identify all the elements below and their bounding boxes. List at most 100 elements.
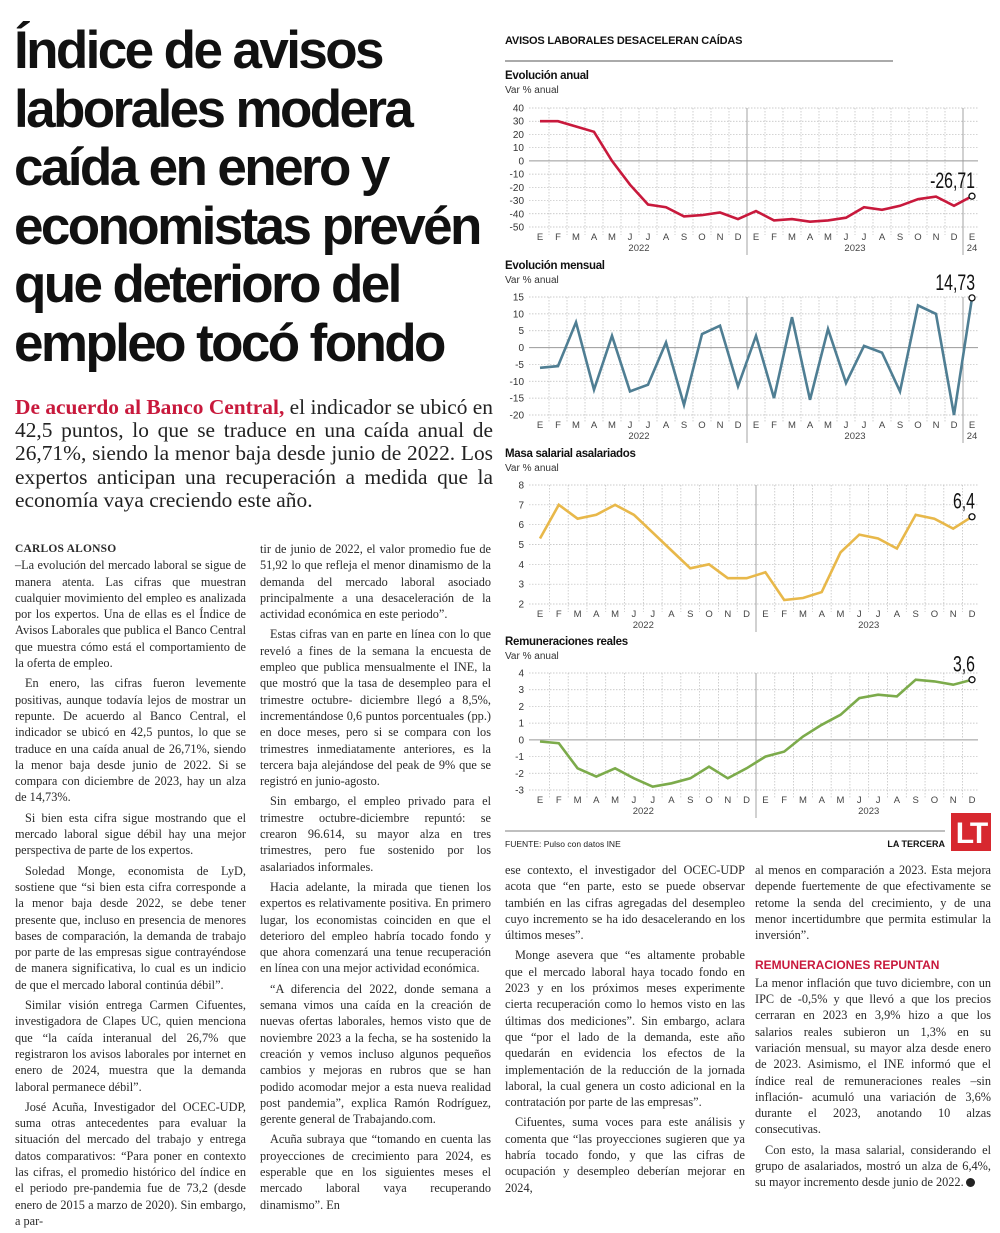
y-tick-label: 7: [518, 500, 524, 511]
x-tick-label: S: [687, 609, 693, 620]
last-point-marker: [969, 677, 975, 683]
chart-ylabel: Var % anual: [505, 651, 559, 662]
x-tick-label: A: [663, 232, 670, 243]
paragraph: Cifuentes, suma voces para este análisis…: [505, 1114, 745, 1195]
x-tick-label: M: [837, 609, 845, 620]
x-tick-label: O: [914, 420, 921, 431]
x-tick-label: D: [735, 232, 742, 243]
x-tick-label: A: [879, 232, 886, 243]
body-column-4: al menos en comparación a 2023. Esta mej…: [755, 862, 991, 1195]
x-tick-label: J: [862, 420, 867, 431]
x-tick-label: A: [894, 609, 901, 620]
x-tick-label: E: [537, 609, 543, 620]
body-column-3: ese contexto, el investigador del OCEC-U…: [505, 862, 745, 1200]
byline: CARLOS ALONSO: [15, 541, 246, 557]
y-tick-label: 15: [513, 293, 525, 304]
x-tick-label: S: [681, 232, 687, 243]
chart-ylabel: Var % anual: [505, 463, 559, 474]
x-tick-label: A: [593, 795, 600, 806]
y-tick-label: -50: [510, 223, 525, 234]
paragraph: “A diferencia del 2022, donde semana a s…: [260, 981, 491, 1128]
subheading: REMUNERACIONES REPUNTAN: [755, 957, 991, 973]
x-tick-label: M: [572, 232, 580, 243]
y-tick-label: -30: [510, 196, 525, 207]
x-tick-label: S: [897, 232, 903, 243]
x-tick-label: F: [781, 795, 787, 806]
x-tick-label: A: [807, 420, 814, 431]
x-tick-label: S: [912, 795, 918, 806]
paragraph: En enero, las cifras fueron levemente po…: [15, 675, 246, 805]
end-mark-icon: [966, 1178, 975, 1187]
y-tick-label: 40: [513, 104, 525, 115]
y-tick-label: 5: [518, 326, 524, 337]
paragraph: Similar visión entrega Carmen Cifuentes,…: [15, 997, 246, 1095]
y-tick-label: 4: [518, 560, 524, 571]
year-label: 2023: [858, 806, 879, 817]
paragraph: tir de junio de 2022, el valor promedio …: [260, 541, 491, 622]
y-tick-label: 2: [518, 702, 524, 713]
x-tick-label: S: [681, 420, 687, 431]
year-label: 24: [967, 243, 978, 254]
year-label: 2022: [628, 431, 649, 442]
x-tick-label: N: [933, 232, 940, 243]
y-tick-label: 30: [513, 117, 525, 128]
y-tick-label: 0: [518, 343, 524, 354]
y-tick-label: -1: [515, 752, 524, 763]
x-tick-label: E: [753, 420, 759, 431]
paragraph: Soledad Monge, economista de LyD, sostie…: [15, 863, 246, 993]
x-tick-label: J: [844, 232, 849, 243]
y-tick-label: -10: [510, 170, 525, 181]
year-label: 24: [967, 431, 978, 442]
x-tick-label: F: [556, 795, 562, 806]
x-tick-label: N: [724, 795, 731, 806]
x-tick-label: A: [593, 609, 600, 620]
x-tick-label: F: [771, 232, 777, 243]
x-tick-label: A: [591, 232, 598, 243]
y-tick-label: 20: [513, 130, 525, 141]
x-tick-label: S: [912, 609, 918, 620]
year-label: 2022: [633, 620, 654, 631]
y-tick-label: 3: [518, 685, 524, 696]
x-tick-label: N: [717, 420, 724, 431]
chart-title: Evolución anual: [505, 70, 589, 82]
x-tick-label: M: [824, 420, 832, 431]
paragraph: La menor inflación que tuvo diciembre, c…: [755, 975, 991, 1138]
paragraph: Sin embargo, el empleo privado para el t…: [260, 793, 491, 874]
y-tick-label: -20: [510, 183, 525, 194]
paragraph: Monge asevera que “es altamente probable…: [505, 947, 745, 1110]
x-tick-label: J: [876, 609, 881, 620]
x-tick-label: F: [781, 609, 787, 620]
deck-lead: De acuerdo al Banco Central,: [15, 395, 284, 419]
x-tick-label: E: [969, 420, 975, 431]
x-tick-label: D: [969, 795, 976, 806]
year-label: 2023: [844, 243, 865, 254]
y-tick-label: -2: [515, 769, 524, 780]
deck: De acuerdo al Banco Central, el indicado…: [15, 396, 493, 512]
y-tick-label: -10: [510, 377, 525, 388]
x-tick-label: D: [735, 420, 742, 431]
paragraph: al menos en comparación a 2023. Esta mej…: [755, 862, 991, 943]
y-tick-label: 4: [518, 669, 524, 680]
headline-line: laborales modera: [14, 81, 504, 140]
series-line: [540, 298, 972, 415]
x-tick-label: M: [799, 609, 807, 620]
x-tick-label: J: [650, 609, 655, 620]
x-tick-label: J: [857, 609, 862, 620]
x-tick-label: O: [705, 795, 712, 806]
infographic: AVISOS LABORALES DESACELERAN CAÍDAS Evolu…: [505, 25, 1000, 855]
x-tick-label: A: [668, 795, 675, 806]
chart-ylabel: Var % anual: [505, 275, 559, 286]
x-tick-label: A: [591, 420, 598, 431]
x-tick-label: M: [611, 795, 619, 806]
y-tick-label: 2: [518, 600, 524, 611]
chart-ylabel: Var % anual: [505, 85, 559, 96]
paragraph: Con esto, la masa salarial, considerando…: [755, 1142, 991, 1191]
headline: Índice de avisos laborales modera caída …: [14, 22, 504, 373]
x-tick-label: J: [646, 232, 651, 243]
x-tick-label: M: [574, 609, 582, 620]
paragraph: Hacia adelante, la mirada que tienen los…: [260, 879, 491, 977]
x-tick-label: J: [862, 232, 867, 243]
x-tick-label: O: [698, 420, 705, 431]
x-tick-label: E: [762, 795, 768, 806]
infographic-title: AVISOS LABORALES DESACELERAN CAÍDAS: [505, 34, 742, 47]
